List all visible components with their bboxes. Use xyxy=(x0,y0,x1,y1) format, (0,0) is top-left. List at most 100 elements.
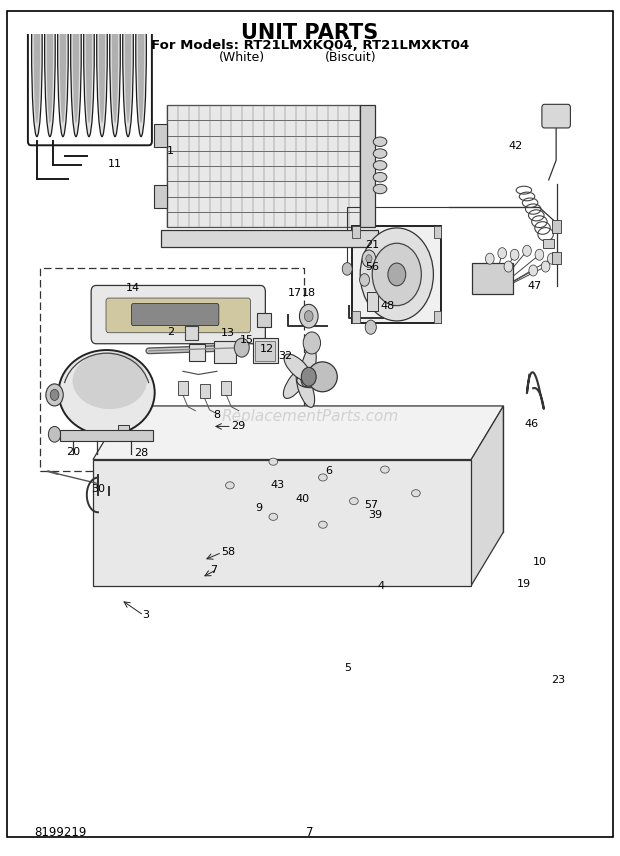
Text: 2: 2 xyxy=(167,327,174,337)
Bar xyxy=(185,325,198,340)
Ellipse shape xyxy=(284,354,312,382)
Bar xyxy=(154,124,167,147)
Circle shape xyxy=(535,249,544,260)
Bar xyxy=(185,325,198,340)
Text: 1: 1 xyxy=(167,146,174,156)
Polygon shape xyxy=(93,406,503,460)
Circle shape xyxy=(498,247,507,259)
Ellipse shape xyxy=(269,514,278,520)
Circle shape xyxy=(388,263,405,286)
Ellipse shape xyxy=(32,0,42,137)
Bar xyxy=(434,311,441,323)
Circle shape xyxy=(510,249,519,260)
Ellipse shape xyxy=(350,497,358,505)
Bar xyxy=(214,342,236,364)
Ellipse shape xyxy=(125,0,131,123)
Ellipse shape xyxy=(73,353,147,409)
Bar xyxy=(352,226,360,238)
Text: 7: 7 xyxy=(306,826,314,839)
Circle shape xyxy=(234,338,249,357)
Text: 3: 3 xyxy=(142,610,149,621)
Ellipse shape xyxy=(84,0,94,137)
Text: UNIT PARTS: UNIT PARTS xyxy=(241,23,379,43)
Text: 43: 43 xyxy=(271,479,285,490)
Text: 5: 5 xyxy=(343,663,351,673)
Bar xyxy=(352,311,360,323)
Ellipse shape xyxy=(373,137,387,146)
Polygon shape xyxy=(471,406,503,586)
Bar xyxy=(255,341,275,361)
Text: 47: 47 xyxy=(528,282,541,291)
Ellipse shape xyxy=(319,521,327,528)
Circle shape xyxy=(504,261,513,272)
Bar xyxy=(367,292,378,312)
Text: 11: 11 xyxy=(108,159,122,169)
Text: 8199219: 8199219 xyxy=(34,826,86,839)
Circle shape xyxy=(529,265,538,276)
Circle shape xyxy=(365,320,376,335)
Text: 14: 14 xyxy=(126,282,140,293)
Ellipse shape xyxy=(60,0,66,123)
Ellipse shape xyxy=(269,458,278,466)
Text: 17: 17 xyxy=(288,288,301,298)
Ellipse shape xyxy=(226,482,234,489)
Ellipse shape xyxy=(373,149,387,158)
Text: 21: 21 xyxy=(365,241,379,250)
Text: 48: 48 xyxy=(381,301,394,311)
Ellipse shape xyxy=(373,172,387,181)
FancyBboxPatch shape xyxy=(542,104,570,128)
Bar xyxy=(40,268,304,472)
FancyBboxPatch shape xyxy=(131,304,219,325)
Ellipse shape xyxy=(136,0,146,137)
Text: 29: 29 xyxy=(232,421,246,431)
Text: For Models: RT21LMXKQ04, RT21LMXKT04: For Models: RT21LMXKQ04, RT21LMXKT04 xyxy=(151,39,469,51)
Circle shape xyxy=(362,250,376,267)
Bar xyxy=(154,185,167,209)
Text: 40: 40 xyxy=(296,494,309,504)
Circle shape xyxy=(523,246,531,256)
Ellipse shape xyxy=(381,466,389,473)
Bar xyxy=(352,226,441,323)
Text: 56: 56 xyxy=(365,262,379,271)
Circle shape xyxy=(547,253,556,265)
Ellipse shape xyxy=(373,184,387,193)
Bar xyxy=(200,383,210,398)
Bar xyxy=(118,425,129,436)
Text: 10: 10 xyxy=(533,557,546,567)
Ellipse shape xyxy=(308,362,337,392)
Ellipse shape xyxy=(45,0,55,137)
Text: 32: 32 xyxy=(278,351,292,360)
Bar xyxy=(552,220,561,233)
Ellipse shape xyxy=(412,490,420,496)
Text: 8: 8 xyxy=(213,410,221,420)
Ellipse shape xyxy=(86,0,92,123)
Bar xyxy=(257,313,271,327)
Text: 39: 39 xyxy=(368,509,382,520)
Ellipse shape xyxy=(296,370,314,407)
Text: 4: 4 xyxy=(378,580,385,591)
Bar xyxy=(360,105,375,227)
Ellipse shape xyxy=(58,0,68,137)
Circle shape xyxy=(485,253,494,265)
Ellipse shape xyxy=(97,0,107,137)
Text: 42: 42 xyxy=(509,141,523,151)
Ellipse shape xyxy=(138,0,144,123)
Circle shape xyxy=(304,311,313,322)
Text: 18: 18 xyxy=(302,288,316,298)
Text: 57: 57 xyxy=(364,500,378,510)
Text: 20: 20 xyxy=(66,447,80,456)
Text: 9: 9 xyxy=(255,503,263,514)
Bar xyxy=(161,229,378,247)
Text: 30: 30 xyxy=(91,484,105,495)
Text: 19: 19 xyxy=(517,579,531,589)
Ellipse shape xyxy=(112,0,118,123)
Ellipse shape xyxy=(46,0,53,123)
Ellipse shape xyxy=(71,0,81,137)
Bar xyxy=(434,226,441,238)
Bar xyxy=(542,239,554,248)
Circle shape xyxy=(342,263,352,276)
Text: (Biscuit): (Biscuit) xyxy=(324,51,376,63)
FancyBboxPatch shape xyxy=(106,298,250,333)
Bar xyxy=(189,344,205,361)
Ellipse shape xyxy=(319,474,327,481)
